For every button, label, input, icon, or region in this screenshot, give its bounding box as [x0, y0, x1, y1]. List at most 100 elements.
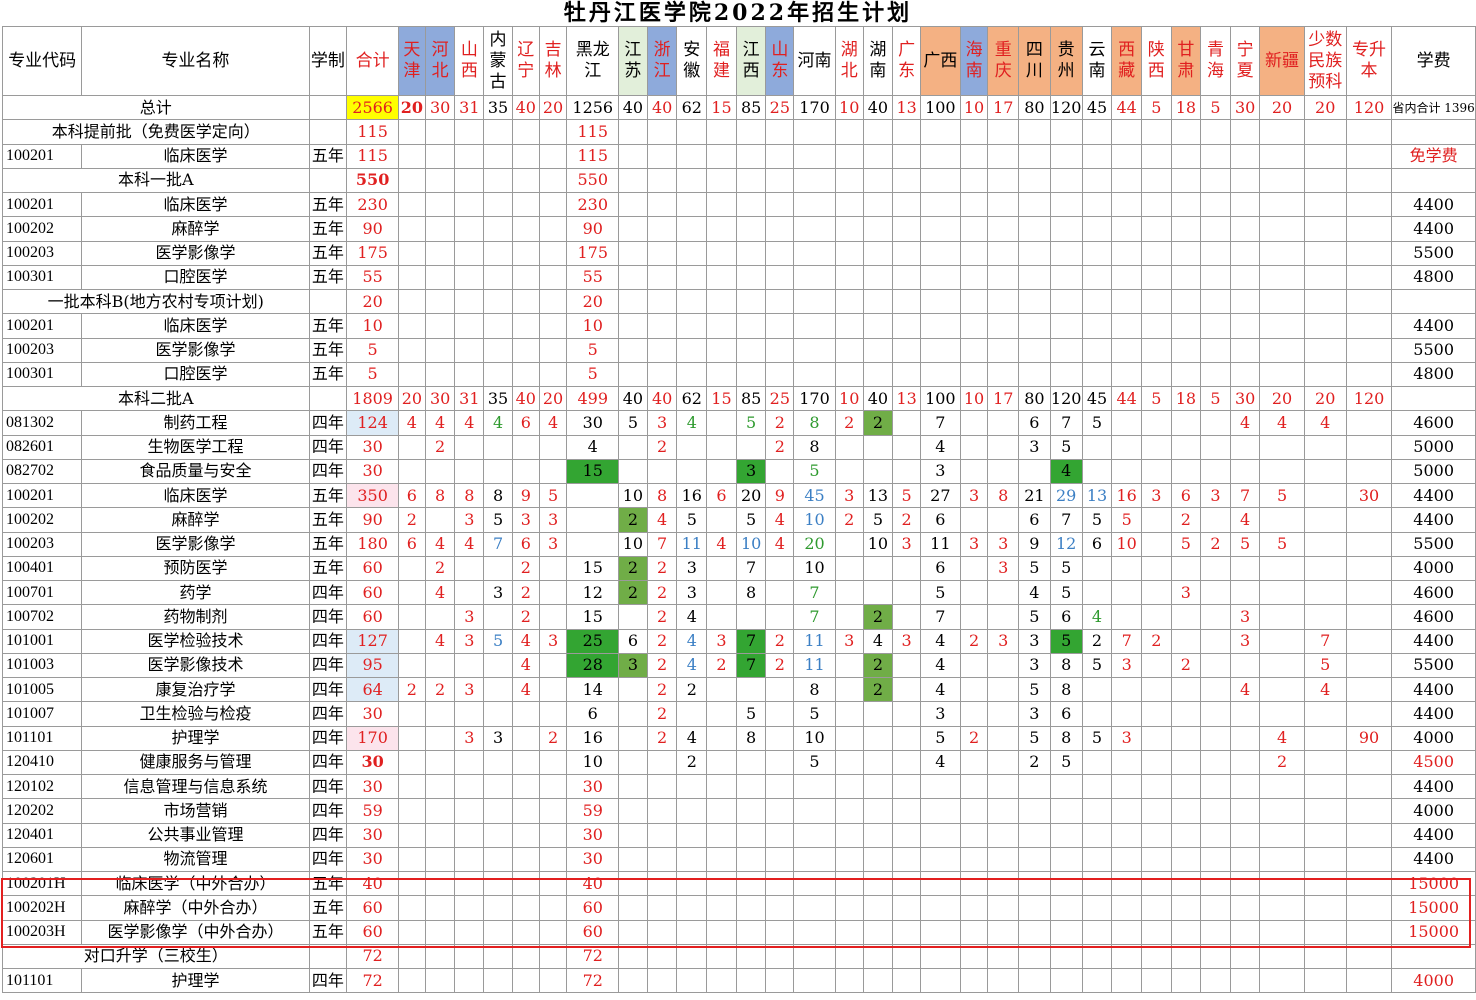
province-count: [454, 701, 485, 727]
province-count: [959, 967, 989, 994]
major-code: 100201H: [1, 870, 83, 897]
province-count: [538, 822, 568, 848]
province-count: 11: [793, 628, 836, 654]
province-count: [397, 434, 426, 460]
province-count: 40: [566, 870, 620, 897]
province-count: 5: [1141, 94, 1172, 121]
province-count: 7: [1111, 628, 1142, 654]
province-count: [706, 313, 737, 339]
province-count: [1345, 507, 1393, 533]
province-count: [1018, 288, 1051, 315]
province-count: [1200, 288, 1231, 315]
province-count: 30: [1229, 385, 1261, 412]
province-count: [1345, 676, 1393, 703]
province-count: [735, 749, 767, 776]
province-count: 4: [676, 604, 708, 630]
province-count: [1303, 167, 1347, 194]
tuition-fee: 免学费: [1391, 143, 1476, 169]
province-count: [706, 337, 737, 363]
province-count: [538, 313, 568, 339]
province-count: [1111, 676, 1142, 703]
province-count: 5: [1200, 94, 1231, 121]
major-name: 市场营销: [81, 798, 310, 824]
province-count: [706, 967, 737, 994]
province-count: 4: [566, 434, 620, 460]
province-count: [1111, 822, 1142, 848]
province-count: [765, 822, 795, 848]
province-count: [676, 361, 708, 388]
province-count: [1111, 216, 1142, 242]
province-count: [1141, 361, 1172, 388]
province-count: [765, 119, 795, 145]
province-count: [511, 264, 540, 291]
province-count: [1259, 216, 1305, 242]
table-row: 100203 医学影像学 五年 5 5 5500: [1, 337, 1476, 363]
page-title: 牡丹江医学院2022年招生计划: [563, 0, 913, 26]
province-count: 55: [566, 264, 620, 291]
province-count: [646, 943, 678, 970]
study-years: 四年: [308, 773, 348, 800]
province-count: [1345, 216, 1393, 242]
province-count: 170: [793, 385, 836, 412]
province-count: [1049, 119, 1083, 145]
province-count: [1229, 361, 1261, 388]
province-count: [618, 676, 648, 703]
major-code: 101101: [1, 725, 83, 751]
province-count: [1345, 434, 1393, 460]
province-count: 30: [1345, 482, 1393, 509]
province-count: [1018, 167, 1051, 194]
col-header-province: 山西: [454, 26, 485, 96]
province-count: [483, 604, 513, 630]
province-count: [1200, 895, 1231, 921]
province-count: 7: [735, 652, 767, 679]
province-count: [765, 773, 795, 800]
col-header-province: 浙江: [646, 26, 678, 96]
province-count: 8: [793, 434, 836, 460]
province-count: [959, 313, 989, 339]
province-count: 4: [1018, 579, 1051, 606]
major-name: 物流管理: [81, 846, 310, 873]
province-count: [1345, 410, 1393, 436]
province-count: [454, 652, 485, 679]
province-count: [1111, 870, 1142, 897]
province-count: [1081, 119, 1113, 145]
province-count: [1303, 143, 1347, 169]
province-count: 10: [566, 313, 620, 339]
province-count: 7: [735, 628, 767, 654]
province-count: [959, 143, 989, 169]
province-count: 85: [735, 385, 767, 412]
province-count: [1303, 288, 1347, 315]
province-count: [735, 288, 767, 315]
major-name: 护理学: [81, 725, 310, 751]
province-count: 6: [920, 507, 961, 533]
province-count: 25: [765, 94, 795, 121]
province-count: [1049, 216, 1083, 242]
province-count: [1303, 798, 1347, 824]
province-count: 72: [566, 967, 620, 994]
province-count: [1200, 846, 1231, 873]
province-count: [483, 773, 513, 800]
province-count: 5: [793, 701, 836, 727]
study-years: 四年: [308, 652, 348, 679]
province-count: [987, 798, 1020, 824]
province-count: 3: [1200, 482, 1231, 509]
major-code: 100202: [1, 216, 83, 242]
table-row: 100301 口腔医学 五年 5 5 4800: [1, 361, 1476, 388]
province-count: [1141, 143, 1172, 169]
major-name: 口腔医学: [81, 361, 310, 388]
province-count: [793, 919, 836, 945]
province-count: 2: [1200, 531, 1231, 557]
province-count: [1170, 313, 1202, 339]
province-count: 7: [1049, 410, 1083, 436]
province-count: [1111, 555, 1142, 582]
province-count: [920, 143, 961, 169]
total-count: 1809: [346, 385, 399, 412]
province-count: 4: [920, 676, 961, 703]
province-count: [1018, 361, 1051, 388]
province-count: [892, 870, 921, 897]
province-count: [1170, 822, 1202, 848]
province-count: 3: [920, 458, 961, 485]
table-row: 100301 口腔医学 五年 55 55 4800: [1, 264, 1476, 291]
study-years: 五年: [308, 240, 348, 266]
province-count: [646, 846, 678, 873]
